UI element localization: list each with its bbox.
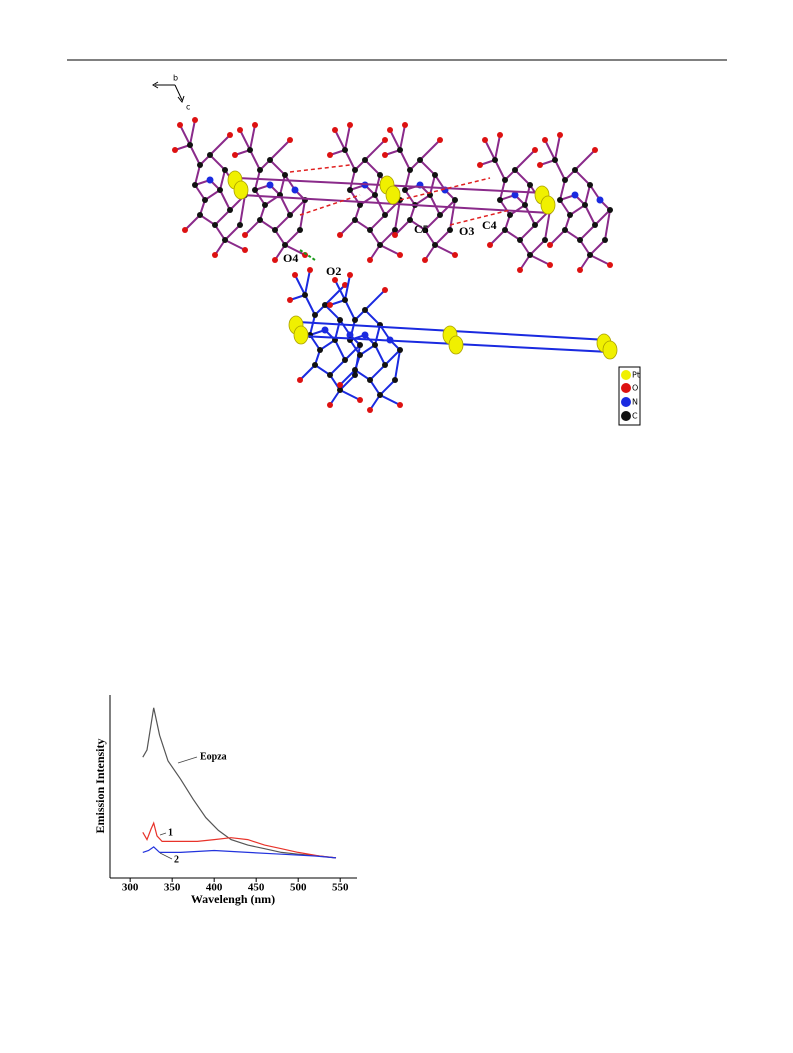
series-label: 1 — [168, 827, 173, 838]
series-label: Eopza — [200, 751, 227, 762]
crystal-structure: b c O4 O2 C5 O3 C4 Pt O N C — [152, 74, 641, 426]
x-tick-label: 450 — [248, 882, 265, 894]
atom-label: O2 — [326, 264, 341, 278]
x-tick-label: 300 — [122, 882, 139, 894]
atom-legend: Pt O N C — [618, 366, 641, 426]
x-tick-label: 550 — [332, 882, 349, 894]
series-line — [142, 821, 337, 859]
label-leader — [159, 852, 173, 860]
x-tick-label: 500 — [290, 882, 307, 894]
emission-chart: Wavelengh (nm) Emission Intensity 300 350… — [93, 695, 357, 906]
axis-label: c — [186, 103, 190, 112]
x-axis-title: Wavelengh (nm) — [191, 892, 275, 906]
atom-label: O4 — [283, 251, 298, 265]
legend-label: N — [632, 398, 638, 407]
atom-label: C4 — [482, 218, 497, 232]
series-line — [142, 707, 337, 859]
label-leader — [177, 756, 198, 764]
legend-label: Pt — [632, 371, 640, 380]
y-axis-title: Emission Intensity — [93, 738, 107, 833]
legend-label: O — [632, 384, 638, 393]
axis-label: b — [173, 74, 178, 83]
atom-label: O3 — [459, 224, 474, 238]
x-tick-label: 400 — [206, 882, 223, 894]
atom-label: C5 — [414, 222, 429, 236]
legend-label: C — [632, 412, 638, 421]
label-leader — [159, 832, 167, 836]
series-line — [142, 846, 337, 859]
x-tick-label: 350 — [164, 882, 181, 894]
series-label: 2 — [174, 854, 179, 865]
